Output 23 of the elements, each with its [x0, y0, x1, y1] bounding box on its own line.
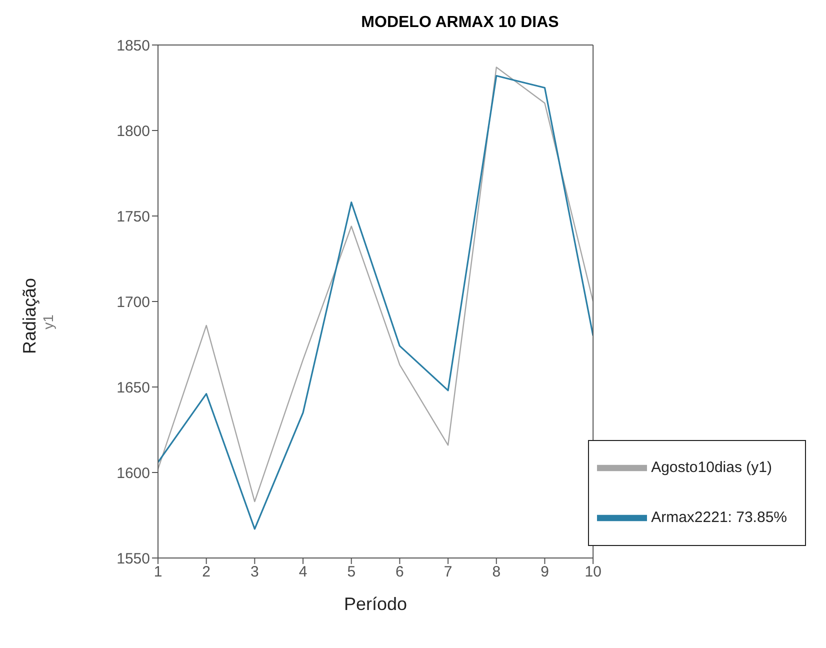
x-tick-label: 8 — [492, 564, 501, 581]
chart-title: MODELO ARMAX 10 DIAS — [360, 14, 560, 32]
legend-label: Agosto10dias (y1) — [651, 458, 772, 476]
x-axis-title: Período — [344, 594, 408, 614]
y-tick-label: 1800 — [116, 122, 150, 140]
x-tick-label: 6 — [396, 564, 404, 581]
legend-label: Armax2221: 73.85% — [651, 508, 787, 526]
y-tick-label: 1550 — [116, 550, 150, 568]
x-tick-label: 10 — [584, 564, 602, 581]
x-tick-label: 9 — [540, 564, 549, 581]
x-tick-label: 2 — [202, 564, 211, 581]
text: y1 — [40, 314, 56, 330]
y-tick-label: 1650 — [116, 379, 150, 396]
y-tick-label: 1600 — [116, 464, 150, 482]
x-tick-label: 5 — [347, 564, 356, 581]
x-tick-label: 7 — [444, 564, 452, 581]
y-axis-title: Radiação — [20, 278, 40, 354]
x-tick-label: 1 — [154, 564, 162, 581]
y-tick-label: 1750 — [116, 208, 150, 226]
x-tick-label: 4 — [298, 564, 308, 581]
x-tick-label: 3 — [250, 564, 259, 581]
y-tick-label: 1700 — [116, 294, 150, 311]
y-tick-label: 1850 — [116, 37, 150, 54]
